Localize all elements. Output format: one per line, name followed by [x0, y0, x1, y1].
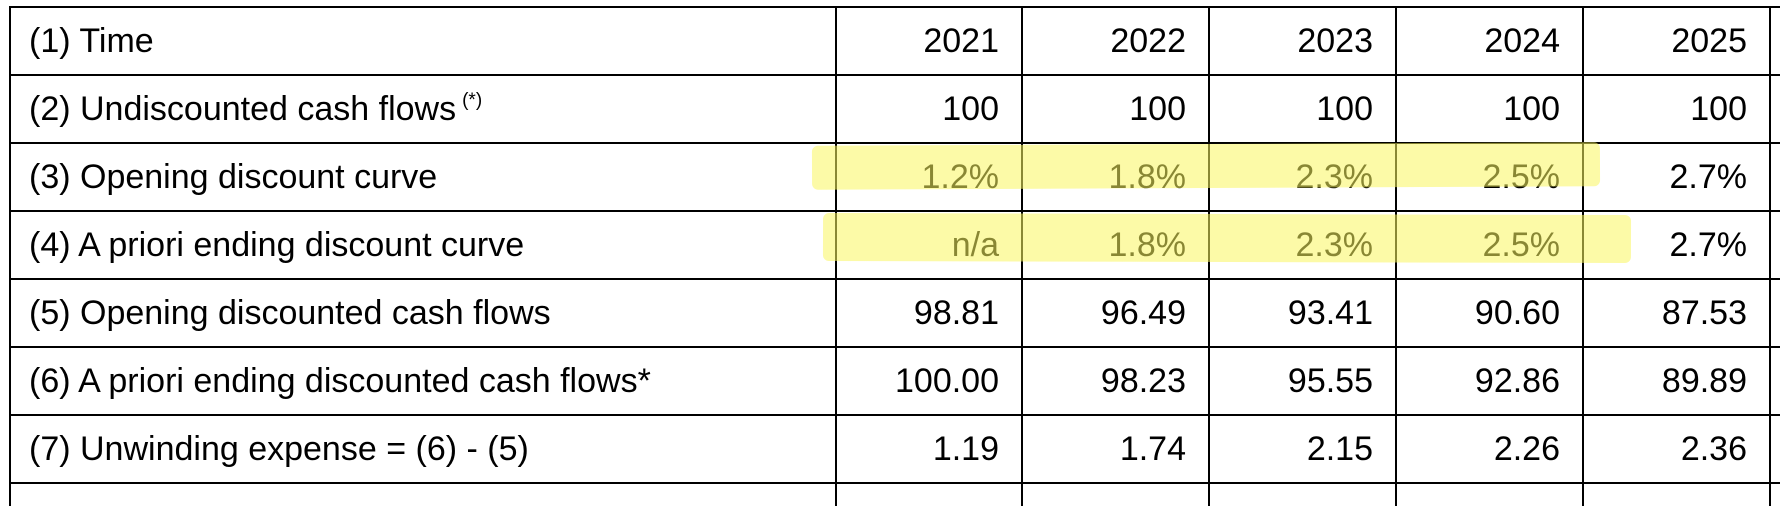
header-row: (1) Time 2021 2022 2023 2024 2025 — [9, 6, 1780, 76]
cell-value: 1.19 — [835, 414, 1023, 484]
row-label-opening-discounted-cash-flows: (5) Opening discounted cash flows — [9, 278, 837, 348]
cell-value: 92.86 — [1395, 346, 1584, 416]
table-row: (5) Opening discounted cash flows 98.81 … — [9, 278, 1780, 348]
year-header-2022: 2022 — [1021, 6, 1210, 76]
empty-cell — [835, 482, 1023, 506]
cell-value: 100 — [1395, 74, 1584, 144]
cell-value: 93.41 — [1208, 278, 1397, 348]
cell-value: 2.5% — [1395, 210, 1584, 280]
empty-cell — [1769, 210, 1780, 280]
cut-off-row — [9, 482, 1780, 506]
cell-value: 100 — [1208, 74, 1397, 144]
empty-cell — [1395, 482, 1584, 506]
cell-value: 98.81 — [835, 278, 1023, 348]
year-header-2023: 2023 — [1208, 6, 1397, 76]
empty-cell — [1769, 414, 1780, 484]
table-row: (3) Opening discount curve 1.2% 1.8% 2.3… — [9, 142, 1780, 212]
cell-value: 90.60 — [1395, 278, 1584, 348]
cell-value: 100 — [1582, 74, 1771, 144]
cell-value: 2.36 — [1582, 414, 1771, 484]
empty-cell — [1208, 482, 1397, 506]
cell-value: n/a — [835, 210, 1023, 280]
cell-value: 98.23 — [1021, 346, 1210, 416]
cell-value: 1.74 — [1021, 414, 1210, 484]
cell-value: 2.7% — [1582, 210, 1771, 280]
table-row: (4) A priori ending discount curve n/a 1… — [9, 210, 1780, 280]
row-label-undiscounted-cash-flows: (2) Undiscounted cash flows (*) — [9, 74, 837, 144]
table-row: (2) Undiscounted cash flows (*) 100 100 1… — [9, 74, 1780, 144]
row-label-unwinding-expense: (7) Unwinding expense = (6) - (5) — [9, 414, 837, 484]
year-header-2025: 2025 — [1582, 6, 1771, 76]
row-label-text: (2) Undiscounted cash flows — [29, 90, 457, 128]
cell-value: 2.3% — [1208, 142, 1397, 212]
cell-value: 100 — [1021, 74, 1210, 144]
cash-flow-table: (1) Time 2021 2022 2023 2024 2025 (2) Un… — [9, 6, 1780, 506]
empty-cell — [1769, 346, 1780, 416]
cell-value: 100 — [835, 74, 1023, 144]
cell-value: 89.89 — [1582, 346, 1771, 416]
cell-value: 2.5% — [1395, 142, 1584, 212]
cell-value: 87.53 — [1582, 278, 1771, 348]
year-header-2024: 2024 — [1395, 6, 1584, 76]
cell-value: 1.2% — [835, 142, 1023, 212]
empty-cell — [1769, 482, 1780, 506]
cell-value: 2.26 — [1395, 414, 1584, 484]
row-label-a-priori-ending-discounted-cash-flows: (6) A priori ending discounted cash flow… — [9, 346, 837, 416]
table-row: (6) A priori ending discounted cash flow… — [9, 346, 1780, 416]
empty-cell — [1769, 6, 1780, 76]
empty-cell — [1582, 482, 1771, 506]
row-label-opening-discount-curve: (3) Opening discount curve — [9, 142, 837, 212]
row-label-time: (1) Time — [9, 6, 837, 76]
table-row: (7) Unwinding expense = (6) - (5) 1.19 1… — [9, 414, 1780, 484]
footnote-marker: (*) — [462, 90, 483, 111]
empty-cell — [9, 482, 837, 506]
empty-cell — [1769, 142, 1780, 212]
empty-cell — [1021, 482, 1210, 506]
cell-value: 96.49 — [1021, 278, 1210, 348]
year-header-2021: 2021 — [835, 6, 1023, 76]
row-label-a-priori-ending-discount-curve: (4) A priori ending discount curve — [9, 210, 837, 280]
cell-value: 1.8% — [1021, 142, 1210, 212]
cell-value: 2.7% — [1582, 142, 1771, 212]
cash-flow-table-container: (1) Time 2021 2022 2023 2024 2025 (2) Un… — [9, 6, 1780, 506]
cell-value: 1.8% — [1021, 210, 1210, 280]
cell-value: 100.00 — [835, 346, 1023, 416]
empty-cell — [1769, 74, 1780, 144]
cell-value: 95.55 — [1208, 346, 1397, 416]
cell-value: 2.15 — [1208, 414, 1397, 484]
cell-value: 2.3% — [1208, 210, 1397, 280]
empty-cell — [1769, 278, 1780, 348]
